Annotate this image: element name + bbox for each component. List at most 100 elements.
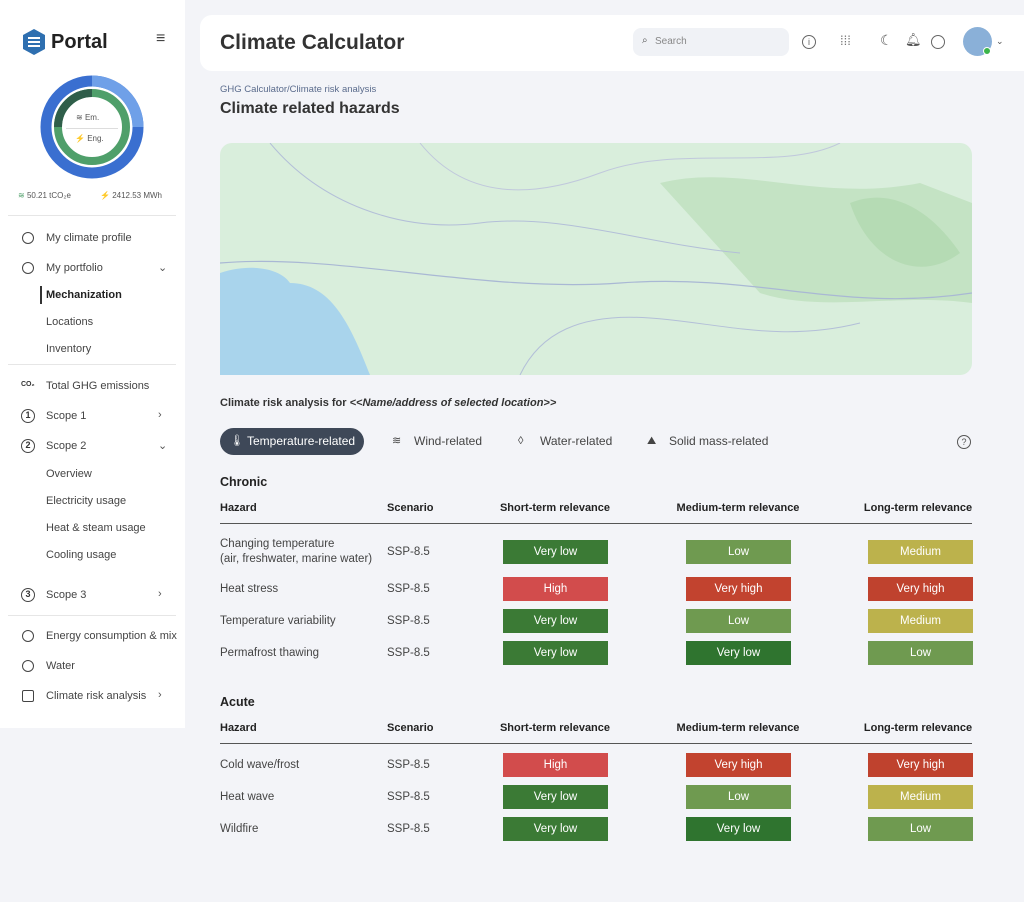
tab[interactable]: 🌡︎ Temperature-related bbox=[220, 428, 364, 455]
nav-icon bbox=[22, 690, 34, 702]
avatar-menu[interactable]: ⌄ bbox=[996, 36, 1004, 46]
theme-button[interactable]: ☾ bbox=[880, 32, 893, 48]
relevance-badge: Low bbox=[686, 540, 791, 564]
avatar[interactable] bbox=[963, 27, 992, 56]
relevance-badge: Low bbox=[868, 817, 973, 841]
nav-chevron[interactable]: › bbox=[158, 689, 162, 701]
language-button[interactable] bbox=[931, 35, 945, 49]
tab[interactable]: ⛰︎ Solid mass-related bbox=[647, 428, 777, 455]
tab-label: Wind-related bbox=[414, 434, 483, 448]
nav-icon bbox=[22, 660, 34, 672]
nav-chevron[interactable]: › bbox=[158, 409, 162, 421]
relevance-badge: Very high bbox=[686, 753, 791, 777]
relevance-badge: Very low bbox=[503, 785, 608, 809]
hazard: Temperature variability bbox=[220, 615, 336, 627]
em-label: Em. bbox=[84, 113, 100, 122]
nav-item[interactable]: My climate profile bbox=[46, 232, 132, 244]
breadcrumb[interactable]: GHG Calculator/Climate risk analysis bbox=[220, 84, 377, 95]
tab[interactable]: ◊ Water-related bbox=[518, 428, 622, 455]
scenario: SSP-8.5 bbox=[387, 615, 430, 627]
relevance-badge: Medium bbox=[868, 540, 973, 564]
donut-em: ≋ Em. bbox=[76, 113, 100, 122]
nav-icon bbox=[22, 630, 34, 642]
nav-icon bbox=[22, 232, 34, 244]
column-header: Scenario bbox=[387, 502, 434, 514]
notifications-button[interactable]: 🔔︎ bbox=[905, 32, 922, 47]
menu-toggle[interactable]: ≡ bbox=[156, 30, 166, 47]
nav-item[interactable]: Water bbox=[46, 660, 75, 672]
search-placeholder: Search bbox=[655, 36, 687, 47]
stat-em: ≋ 50.21 tCO₂e bbox=[18, 191, 71, 200]
tab-icon: ◊ bbox=[518, 435, 524, 447]
nav-item[interactable]: My portfolio bbox=[46, 262, 103, 274]
nav-chevron[interactable]: ⌄ bbox=[158, 262, 168, 274]
scenario: SSP-8.5 bbox=[387, 583, 430, 595]
column-header: Long-term relevance bbox=[863, 502, 973, 514]
nav-chevron[interactable]: › bbox=[158, 588, 162, 600]
nav-item[interactable]: Locations bbox=[46, 316, 94, 328]
column-header: Medium-term relevance bbox=[676, 722, 800, 734]
relevance-badge: High bbox=[503, 577, 608, 601]
relevance-badge: Very low bbox=[503, 641, 608, 665]
relevance-badge: Very low bbox=[503, 540, 608, 564]
search-box[interactable]: ⌕ Search bbox=[633, 28, 789, 56]
donut-eng: ⚡ Eng. bbox=[75, 134, 104, 143]
hazard: Cold wave/frost bbox=[220, 759, 300, 771]
nav-item[interactable]: Climate risk analysis bbox=[46, 690, 147, 702]
brand: Portal bbox=[51, 31, 108, 53]
hazard: Permafrost thawing bbox=[220, 647, 320, 659]
nav-icon bbox=[22, 262, 34, 274]
map[interactable] bbox=[220, 143, 972, 375]
nav-icon: 1 bbox=[21, 409, 35, 423]
info-button[interactable]: i bbox=[802, 35, 816, 49]
nav-item[interactable]: Scope 1 bbox=[46, 410, 87, 422]
nav-icon: 2 bbox=[21, 439, 35, 453]
help-button[interactable]: ? bbox=[957, 435, 971, 449]
active-indicator bbox=[40, 286, 42, 304]
header-rule bbox=[220, 743, 972, 744]
hazard: Wildfire bbox=[220, 823, 259, 835]
section-title: Chronic bbox=[220, 475, 268, 489]
nav-item[interactable]: Cooling usage bbox=[46, 549, 117, 561]
logo bbox=[23, 29, 45, 55]
tab-icon: 🌡︎ bbox=[230, 435, 244, 447]
scenario: SSP-8.5 bbox=[387, 647, 430, 659]
analysis-title: Climate risk analysis for <<Name/address… bbox=[220, 397, 556, 409]
relevance-badge: Medium bbox=[868, 785, 973, 809]
nav-icon: CO₂ bbox=[21, 381, 35, 388]
hazard: Changing temperature (air, freshwater, m… bbox=[220, 538, 373, 565]
relevance-badge: Low bbox=[686, 785, 791, 809]
section-title: Acute bbox=[220, 695, 255, 709]
emissions: 50.21 tCO₂e bbox=[26, 191, 71, 200]
nav-item[interactable]: Inventory bbox=[46, 343, 92, 355]
tab-label: Solid mass-related bbox=[669, 434, 769, 448]
column-header: Short-term relevance bbox=[499, 722, 611, 734]
column-header: Long-term relevance bbox=[863, 722, 973, 734]
nav-icon: 3 bbox=[21, 588, 35, 602]
relevance-badge: Very low bbox=[503, 817, 608, 841]
nav-item[interactable]: Total GHG emissions bbox=[46, 380, 150, 392]
eng-label: Eng. bbox=[87, 134, 104, 143]
stat-eng: ⚡ 2412.53 MWh bbox=[100, 191, 163, 200]
relevance-badge: Low bbox=[686, 609, 791, 633]
nav-item[interactable]: Electricity usage bbox=[46, 495, 127, 507]
nav-item[interactable]: Energy consumption & mix bbox=[46, 630, 177, 642]
energy: 2412.53 MWh bbox=[112, 191, 163, 200]
scenario: SSP-8.5 bbox=[387, 546, 430, 558]
column-header: Hazard bbox=[220, 722, 257, 734]
nav-item[interactable]: Overview bbox=[46, 468, 92, 480]
donut bbox=[40, 75, 144, 179]
nav-item[interactable]: Heat & steam usage bbox=[46, 522, 146, 534]
nav-item[interactable]: Scope 2 bbox=[46, 440, 87, 452]
nav-item[interactable]: Mechanization bbox=[46, 289, 122, 301]
nav-item[interactable]: Scope 3 bbox=[46, 589, 87, 601]
tab-label: Water-related bbox=[540, 434, 613, 448]
nav-chevron[interactable]: ⌄ bbox=[158, 440, 168, 452]
relevance-badge: Very high bbox=[686, 577, 791, 601]
separator bbox=[8, 215, 176, 216]
apps-button[interactable]: ⁞⁞⁞ bbox=[840, 33, 851, 48]
separator bbox=[8, 615, 176, 616]
tab[interactable]: ≋ Wind-related bbox=[392, 428, 492, 455]
relevance-badge: Low bbox=[868, 641, 973, 665]
